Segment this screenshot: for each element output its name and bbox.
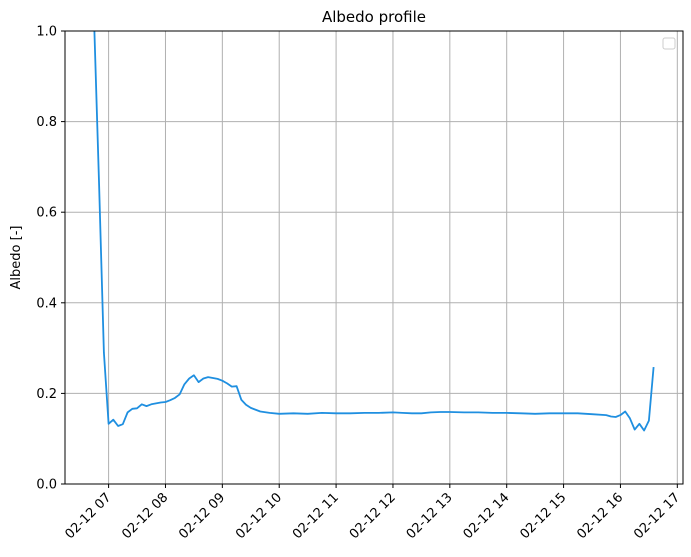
y-tick-label: 0.2 — [36, 387, 57, 402]
chart-title: Albedo profile — [322, 8, 426, 26]
legend-box — [662, 37, 676, 50]
albedo-series-line — [93, 30, 655, 432]
y-axis-label: Albedo [-] — [9, 226, 24, 290]
y-axis: 0.0 0.2 0.4 0.6 0.8 1.0 — [36, 25, 65, 493]
y-tick-label: 0.8 — [36, 115, 57, 130]
y-tick-label: 0.4 — [36, 296, 57, 311]
y-tick-label: 0.6 — [36, 206, 57, 221]
y-tick-label: 0.0 — [36, 478, 57, 493]
plot-area — [93, 30, 655, 432]
plot-frame — [64, 30, 684, 485]
y-tick-label: 1.0 — [36, 25, 57, 40]
